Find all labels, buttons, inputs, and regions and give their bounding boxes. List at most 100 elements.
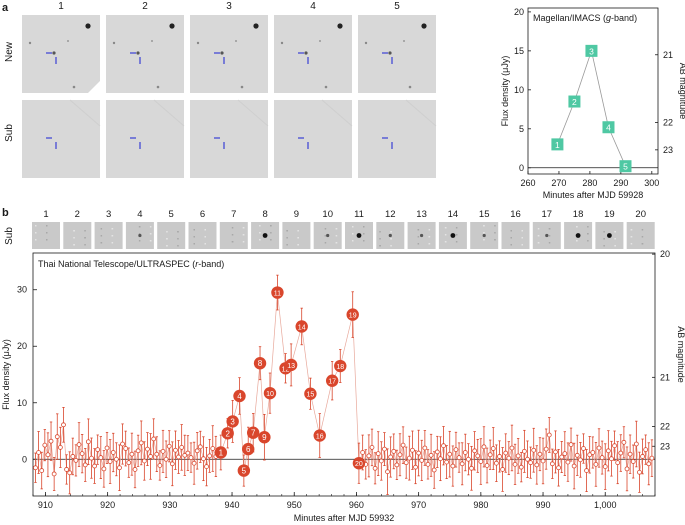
data-point: [562, 431, 568, 476]
noise-pixel: [390, 245, 392, 247]
faint-star: [28, 41, 32, 45]
data-marker: [391, 448, 397, 454]
data-marker: [602, 464, 608, 470]
data-marker: [385, 469, 390, 475]
thumbnail: [251, 222, 280, 249]
data-marker: [388, 454, 394, 460]
data-point: [39, 451, 45, 490]
data-marker: [646, 461, 652, 467]
data-point: [646, 442, 652, 486]
data-marker: [599, 455, 605, 460]
x-tick-label: 910: [38, 500, 53, 510]
noise-pixel: [363, 240, 365, 242]
noise-pixel: [444, 241, 447, 243]
right-axis-label: AB magnitude: [676, 326, 685, 383]
noise-pixel: [379, 231, 381, 233]
frame-number: 1: [58, 1, 64, 12]
data-marker: [462, 450, 468, 455]
thumbnail: [345, 222, 373, 249]
data-marker: [512, 461, 518, 467]
data-point: [70, 437, 76, 476]
star: [421, 23, 427, 29]
numbered-marker: [304, 387, 317, 400]
noise-pixel: [630, 243, 633, 245]
x-tick-label: 940: [225, 500, 240, 510]
plot-frame: [527, 7, 659, 175]
data-point: [394, 449, 400, 481]
data-point: [104, 431, 110, 464]
image-background: [190, 100, 268, 178]
data-point: [126, 447, 132, 478]
data-point: [73, 444, 79, 477]
data-marker: [151, 436, 157, 442]
data-point: [67, 451, 73, 495]
numbered-label: 15: [307, 392, 315, 399]
subtraction-artifact: [405, 99, 437, 127]
thumbnail: [564, 222, 593, 249]
data-point: [188, 442, 194, 473]
noise-pixel: [483, 225, 485, 227]
sub-image: [274, 99, 353, 178]
data-marker: [76, 442, 82, 447]
noise-pixel: [297, 244, 299, 246]
data-marker: [45, 452, 51, 458]
data-marker: [434, 449, 440, 455]
thumbnail: [219, 222, 248, 249]
noise-pixel: [444, 227, 447, 229]
data-point: [61, 406, 66, 443]
strip-row-label: Sub: [4, 227, 15, 245]
data-point: [425, 449, 431, 480]
data-marker: [627, 451, 633, 457]
data-point: [590, 436, 596, 469]
data-marker: [649, 455, 655, 461]
noise-pixel: [177, 238, 179, 240]
data-point: [649, 439, 655, 477]
data-marker: [559, 454, 565, 460]
data-point: [366, 434, 372, 478]
data-marker: [82, 462, 88, 468]
noise-pixel: [335, 235, 338, 237]
data-point: [577, 442, 583, 478]
data-marker: [551, 138, 564, 151]
new-image: [274, 15, 352, 93]
data-point: [169, 441, 175, 487]
numbered-label: 9: [262, 433, 267, 442]
data-marker: [416, 450, 422, 456]
data-point: [568, 427, 574, 462]
data-point: [621, 426, 627, 459]
data-point: [546, 417, 552, 453]
noise-pixel: [242, 227, 245, 229]
data-point: [101, 450, 107, 488]
noise-pixel: [641, 229, 644, 231]
thumbnail: [188, 222, 217, 249]
data-point: [151, 418, 157, 460]
x-tick-label: 920: [100, 500, 115, 510]
source: [262, 233, 268, 238]
data-point: [92, 448, 97, 484]
data-marker: [615, 460, 621, 466]
data-marker: [422, 445, 428, 451]
numbered-marker: [221, 427, 234, 440]
noise-pixel: [417, 229, 420, 231]
data-marker: [173, 447, 178, 453]
data-point: [630, 444, 636, 479]
noise-pixel: [286, 244, 288, 246]
noise-pixel: [231, 227, 234, 229]
noise-pixel: [204, 243, 206, 245]
data-point: [185, 435, 191, 471]
data-point: [444, 445, 450, 479]
numbered-marker: [284, 358, 298, 372]
faint-star: [240, 85, 244, 89]
data-point: [145, 432, 150, 466]
data-marker: [478, 459, 484, 464]
data-marker: [64, 467, 69, 472]
image-background: [358, 100, 436, 178]
data-point: [509, 424, 515, 472]
series-line: [35, 292, 653, 474]
chart-title: Magellan/IMACS (g-band): [533, 13, 637, 23]
frame-number: 2: [142, 1, 148, 12]
data-label: 4: [606, 123, 611, 133]
numbered-label: 3: [230, 417, 235, 426]
data-point: [525, 440, 530, 478]
